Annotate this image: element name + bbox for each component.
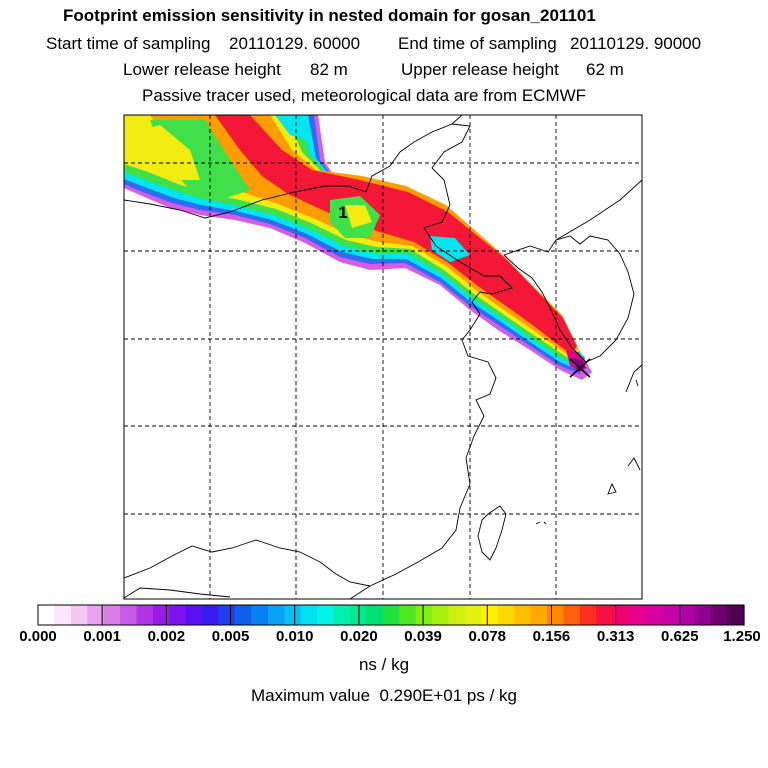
colorbar-tick-label: 0.625 xyxy=(661,628,699,645)
plume-pocket-yellow xyxy=(124,125,200,180)
end-time-value: 20110129. 90000 xyxy=(570,34,702,53)
plume-peak-purple xyxy=(572,358,586,372)
colorbar-cell xyxy=(678,605,696,625)
title-text: Footprint emission sensitivity in nested… xyxy=(63,6,596,25)
colorbar-cell xyxy=(251,605,269,625)
colorbar-cell xyxy=(235,605,253,625)
colorbar-cell xyxy=(612,605,630,625)
korea-east-dot xyxy=(535,521,547,525)
colorbar-cell xyxy=(514,605,532,625)
maximum-value-line: Maximum value 0.290E+01 ps / kg xyxy=(0,686,768,706)
colorbar-cells xyxy=(38,605,745,625)
colorbar-cell xyxy=(727,605,745,625)
colorbar-tick-label: 0.039 xyxy=(404,628,442,645)
colorbar-cell xyxy=(481,605,499,625)
colorbar-cell xyxy=(546,605,564,625)
colorbar-cell xyxy=(70,605,88,625)
coastlines xyxy=(124,115,642,599)
maximum-value-label: Maximum value xyxy=(250,686,371,705)
colorbar-cell xyxy=(497,605,515,625)
colorbar-tick-label: 0.010 xyxy=(275,628,314,645)
plume-pocket-cyan xyxy=(275,115,306,140)
colorbar-cell xyxy=(169,605,187,625)
x-marker-icon xyxy=(569,358,591,378)
colorbar-cell xyxy=(284,605,302,625)
colorbar-cell xyxy=(366,605,384,625)
colorbar-cell xyxy=(596,605,614,625)
korea-coast xyxy=(503,235,635,363)
korea-north-border xyxy=(555,179,642,241)
colorbar-cell xyxy=(152,605,170,625)
end-time-label: End time of sampling xyxy=(398,34,557,53)
colorbar-tick-label: 0.001 xyxy=(83,628,121,645)
colorbar-tick-label: 1.250 xyxy=(723,628,761,645)
colorbar-cell xyxy=(300,605,318,625)
colorbar xyxy=(37,604,745,626)
plume-pocket-cyan-2 xyxy=(430,236,470,262)
colorbar-cell xyxy=(202,605,220,625)
colorbar-cell xyxy=(317,605,335,625)
colorbar-tick-label: 0.000 xyxy=(19,628,57,645)
colorbar-cell xyxy=(694,605,712,625)
colorbar-cell xyxy=(333,605,351,625)
colorbar-cell xyxy=(629,605,647,625)
japan-coast xyxy=(607,364,642,495)
lat-lon-grid xyxy=(124,115,642,599)
colorbar-tick-label: 0.020 xyxy=(340,628,378,645)
colorbar-tick-label: 0.313 xyxy=(596,628,635,645)
colorbar-tick-label: 0.002 xyxy=(147,628,186,645)
start-time-label: Start time of sampling xyxy=(46,34,211,53)
colorbar-cell xyxy=(382,605,400,625)
bohai-coast xyxy=(365,123,485,277)
map-frame xyxy=(123,114,643,600)
colorbar-cell xyxy=(530,605,548,625)
colorbar-cell xyxy=(415,605,433,625)
shandong-coast xyxy=(471,275,513,315)
colorbar-cell xyxy=(579,605,597,625)
location-marker-label: 1 xyxy=(338,203,347,222)
start-time-value: 20110129. 60000 xyxy=(229,34,361,53)
colorbar-cell xyxy=(711,605,729,625)
colorbar-tick-label: 0.078 xyxy=(468,628,507,645)
colorbar-cell xyxy=(645,605,663,625)
colorbar-cell xyxy=(563,605,581,625)
colorbar-cell xyxy=(464,605,482,625)
colorbar-cell xyxy=(54,605,72,625)
tracer-note: Passive tracer used, meteorological data… xyxy=(142,86,587,105)
colorbar-cell xyxy=(661,605,679,625)
colorbar-unit: ns / kg xyxy=(358,655,410,674)
plume-layer xyxy=(124,115,592,380)
colorbar-cell xyxy=(399,605,417,625)
colorbar-cell xyxy=(87,605,105,625)
plume-core-red xyxy=(215,115,577,354)
colorbar-tick-label: 0.156 xyxy=(532,628,571,645)
lower-height-value: 82 m xyxy=(310,60,348,79)
plume-pocket-yellow-2 xyxy=(345,205,372,228)
lower-height-label: Lower release height xyxy=(123,60,281,79)
colorbar-cell xyxy=(432,605,450,625)
colorbar-cell xyxy=(267,605,285,625)
inland-border xyxy=(124,539,371,587)
colorbar-cell xyxy=(218,605,236,625)
east-china-coast xyxy=(349,313,497,599)
colorbar-cell xyxy=(120,605,138,625)
maximum-value: 0.290E+01 ps / kg xyxy=(379,686,518,705)
colorbar-outline xyxy=(37,604,745,626)
upper-height-value: 62 m xyxy=(586,60,624,79)
colorbar-cell xyxy=(38,605,56,625)
taiwan-coast xyxy=(477,505,507,561)
liaodong-coast xyxy=(451,115,463,125)
upper-height-label: Upper release height xyxy=(401,60,559,79)
colorbar-cell xyxy=(185,605,203,625)
colorbar-cell xyxy=(136,605,154,625)
border-north xyxy=(124,185,367,219)
colorbar-tick-label: 0.005 xyxy=(211,628,250,645)
colorbar-cell xyxy=(448,605,466,625)
colorbar-cell xyxy=(103,605,121,625)
